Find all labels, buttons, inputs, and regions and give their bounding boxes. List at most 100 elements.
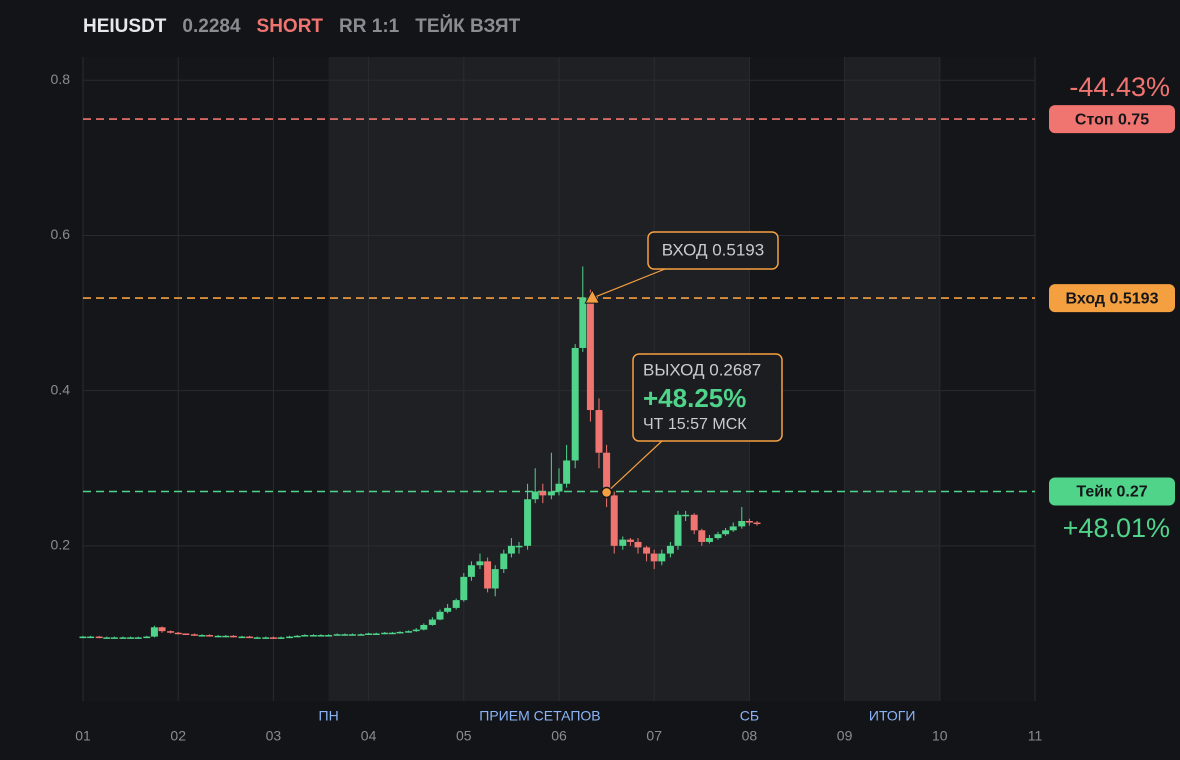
candle-body: [555, 483, 563, 492]
candle-body: [214, 635, 222, 638]
y-tick-label: 0.8: [51, 71, 71, 87]
candle-body: [524, 499, 532, 546]
candle-body: [293, 635, 301, 638]
candle-body: [143, 636, 151, 639]
candle-body: [405, 631, 413, 633]
session-shade: [844, 57, 940, 701]
candle-body: [103, 637, 111, 639]
candle-body: [357, 634, 365, 636]
exit-time: ЧТ 15:57 МСК: [643, 416, 747, 433]
candle-body: [586, 297, 594, 411]
level-label: Вход 0.5193: [1066, 290, 1159, 307]
candle-body: [650, 553, 658, 562]
candle-body: [666, 545, 674, 554]
candle-body: [269, 637, 277, 639]
candle-body: [158, 627, 166, 632]
candle-body: [460, 576, 468, 601]
candle-body: [722, 530, 730, 535]
candle-body: [579, 297, 587, 348]
candle-body: [484, 561, 492, 589]
x-tick-label: 02: [170, 728, 186, 744]
level-tag: [1049, 284, 1175, 313]
candle-body: [452, 600, 460, 608]
candle-body: [500, 553, 508, 570]
candle-body: [134, 637, 142, 639]
x-tick-label: 04: [361, 728, 377, 744]
candle-body: [420, 624, 428, 630]
x-tick-label: 11: [1028, 728, 1043, 744]
exit-label: ВЫХОД 0.2687: [643, 360, 761, 379]
y-tick-label: 0.4: [51, 381, 71, 397]
candle-body: [365, 633, 373, 635]
level-tag: [1049, 477, 1175, 506]
status: ТЕЙК ВЗЯТ: [415, 16, 521, 37]
candle-body: [507, 545, 515, 554]
candle-body: [571, 347, 579, 461]
x-tick-label: 08: [742, 728, 758, 744]
candle-body: [467, 565, 475, 577]
candle-body: [444, 607, 452, 612]
candle-body: [563, 460, 571, 484]
candle-body: [222, 635, 230, 638]
candle-body: [595, 410, 603, 453]
x-tick-label: 05: [456, 728, 472, 744]
candle-body: [198, 635, 206, 637]
take-result: +48.01%: [1063, 513, 1170, 543]
candle-body: [603, 452, 611, 496]
candle-body: [428, 619, 436, 625]
candle-body: [745, 520, 753, 523]
candle-body: [476, 561, 484, 566]
candle-body: [372, 633, 380, 635]
candle-body: [348, 634, 356, 636]
callout-box: [647, 231, 779, 270]
x-tick-label: 09: [837, 728, 853, 744]
stop-result: -44.43%: [1069, 72, 1170, 102]
side: SHORT: [256, 16, 324, 37]
entry-label: ВХОД 0.5193: [662, 240, 764, 259]
candle-body: [286, 636, 294, 639]
candle-body: [325, 635, 333, 637]
x-tick-label: 03: [266, 728, 282, 744]
candle-body: [127, 637, 135, 639]
candle-body: [95, 636, 103, 639]
candle-body: [396, 631, 404, 634]
candle-body: [246, 636, 254, 639]
candle-body: [110, 637, 118, 639]
candle-body: [619, 539, 627, 546]
candle-body: [682, 514, 690, 517]
level-label: Стоп 0.75: [1075, 111, 1149, 128]
candle-body: [341, 634, 349, 636]
price: 0.2284: [182, 16, 241, 37]
candle-body: [753, 522, 761, 525]
session-label: СБ: [740, 708, 759, 724]
candle-body: [729, 526, 737, 531]
callout-line: [592, 268, 666, 299]
candle-body: [253, 637, 261, 639]
candle-body: [150, 627, 158, 637]
x-tick-label: 07: [646, 728, 662, 744]
header: HEIUSDT 0.2284 SHORT RR 1:1 ТЕЙК ВЗЯТ: [83, 16, 520, 38]
entry-marker: [584, 289, 601, 304]
candle-body: [690, 514, 698, 531]
candle-body: [277, 637, 285, 639]
candle-body: [714, 534, 722, 539]
x-tick-label: 10: [932, 728, 948, 744]
candle-body: [674, 514, 682, 546]
rr: RR 1:1: [339, 16, 400, 37]
candle-body: [79, 636, 87, 639]
candle-body: [412, 629, 420, 632]
candle-body: [547, 491, 555, 496]
candle-body: [738, 520, 746, 527]
candle-body: [381, 632, 389, 635]
candle-body: [705, 538, 713, 542]
session-label: ПРИЕМ СЕТАПОВ: [479, 708, 600, 724]
candle-body: [87, 636, 95, 639]
candle-body: [515, 545, 523, 548]
callout-box: [632, 353, 783, 442]
callout-line: [606, 440, 663, 493]
exit-marker: [600, 486, 613, 499]
candle-body: [634, 541, 642, 548]
exit-result: +48.25%: [643, 383, 746, 413]
candle-body: [317, 635, 325, 637]
